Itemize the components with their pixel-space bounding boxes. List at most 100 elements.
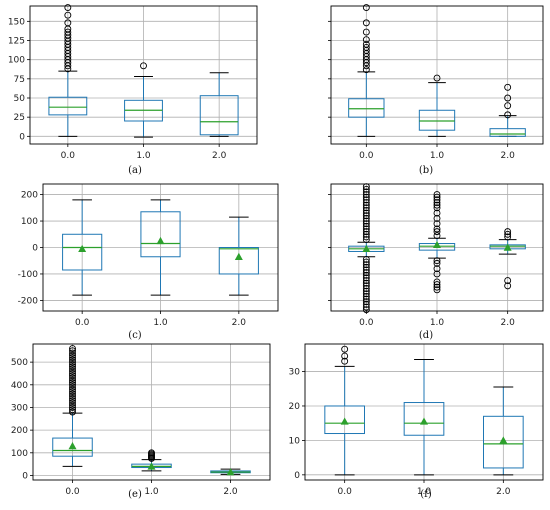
panel-a: 0 25 50 75 100 125 150 0.0 1.0 2.0 (a) (8, 4, 258, 176)
outlier-point (433, 286, 441, 294)
y-tick-label: 0 (19, 132, 25, 142)
outlier-point (362, 274, 370, 282)
outlier-point (362, 282, 370, 290)
y-tick-label: 500 (11, 358, 28, 368)
x-tick-label: 0.0 (65, 487, 80, 497)
outlier-point (69, 356, 76, 364)
y-tick-label: 100 (8, 56, 25, 66)
outlier-point (362, 209, 370, 217)
y-tick-label: 50 (14, 94, 26, 104)
outlier-point (362, 266, 370, 274)
x-tick-label: 2.0 (223, 487, 238, 497)
y-tick-label: 150 (8, 17, 25, 27)
outlier-point (69, 351, 76, 359)
outlier-point (433, 265, 441, 273)
outlier-point (69, 374, 76, 382)
outlier-point (433, 270, 441, 278)
outlier-point (362, 183, 370, 191)
x-tick-label: 2.0 (501, 318, 516, 328)
outlier-point (69, 383, 76, 391)
outlier-point (362, 191, 370, 199)
panel-c: -200 -100 0 100 200 0.0 1.0 2.0 (c) (18, 183, 279, 341)
outlier-point (433, 74, 441, 82)
outlier-point (69, 392, 76, 400)
x-tick-label: 2.0 (501, 151, 516, 161)
outlier-point (504, 228, 512, 236)
outlier-point (433, 209, 441, 217)
outlier-point (433, 228, 441, 236)
iqr-box (218, 247, 259, 275)
outlier-point (69, 365, 76, 373)
x-tick-label: 0.0 (338, 487, 353, 497)
iqr-box (348, 98, 385, 118)
outlier-point (69, 408, 76, 416)
iqr-box (324, 405, 366, 435)
box-0.0 (62, 199, 103, 296)
iqr-box (140, 211, 181, 258)
outlier-point (69, 372, 76, 380)
panel-caption: (e) (128, 489, 142, 500)
outlier-point (362, 201, 370, 209)
outlier-point (504, 102, 512, 110)
outlier-point (504, 230, 512, 238)
iqr-box (52, 437, 93, 457)
mean-marker (420, 417, 428, 425)
outlier-point (69, 401, 76, 409)
outlier-point (362, 300, 370, 308)
box-2.0 (489, 83, 526, 137)
outlier-point (362, 4, 370, 11)
y-tick-label: 25 (14, 113, 25, 123)
x-tick-label: 1.0 (430, 318, 445, 328)
outlier-point (433, 199, 441, 206)
outlier-point (69, 388, 76, 396)
box-2.0 (199, 72, 239, 137)
panel-caption: (f) (420, 489, 432, 500)
outlier-point (362, 28, 370, 36)
panel-caption: (c) (128, 330, 142, 341)
outlier-point (362, 217, 370, 225)
outlier-point (362, 214, 370, 222)
box-1.0 (418, 191, 456, 294)
outlier-point (433, 281, 441, 288)
box-0.0 (348, 183, 385, 314)
outlier-point (504, 233, 512, 241)
outlier-point (69, 358, 76, 366)
outlier-point (362, 225, 370, 233)
mean-marker (503, 243, 512, 251)
panel-e: 0 100 200 300 400 500 0.0 1.0 2.0 (e) (11, 343, 271, 500)
outlier-point (341, 352, 349, 360)
outlier-point (362, 222, 370, 230)
box-1.0 (131, 449, 172, 472)
y-tick-label: 200 (11, 426, 28, 436)
y-tick-label: 10 (289, 436, 301, 446)
y-tick-label: 100 (21, 217, 38, 227)
outlier-point (69, 360, 76, 368)
outlier-point (433, 193, 441, 201)
outlier-point (433, 196, 441, 204)
outlier-point (362, 196, 370, 204)
outlier-point (362, 298, 370, 306)
box-0.0 (52, 345, 93, 467)
outlier-point (69, 406, 76, 414)
box-1.0 (418, 74, 456, 137)
x-tick-label: 0.0 (61, 151, 76, 161)
outlier-point (362, 261, 370, 269)
iqr-box (483, 415, 524, 469)
outlier-point (69, 354, 76, 362)
outlier-point (433, 220, 441, 228)
mean-marker (156, 236, 165, 245)
x-tick-label: 1.0 (153, 318, 168, 328)
outlier-point (362, 295, 370, 303)
outlier-point (64, 19, 72, 27)
outlier-point (362, 188, 370, 196)
mean-marker (68, 442, 77, 450)
panel-b: 0.0 1.0 2.0 (b) (328, 4, 544, 176)
outlier-point (362, 40, 370, 48)
x-tick-label: 0.0 (359, 151, 374, 161)
panel-caption: (a) (128, 165, 142, 176)
outlier-point (362, 271, 370, 279)
outlier-point (362, 19, 370, 27)
outlier-point (433, 191, 441, 199)
box-2.0 (210, 468, 251, 476)
